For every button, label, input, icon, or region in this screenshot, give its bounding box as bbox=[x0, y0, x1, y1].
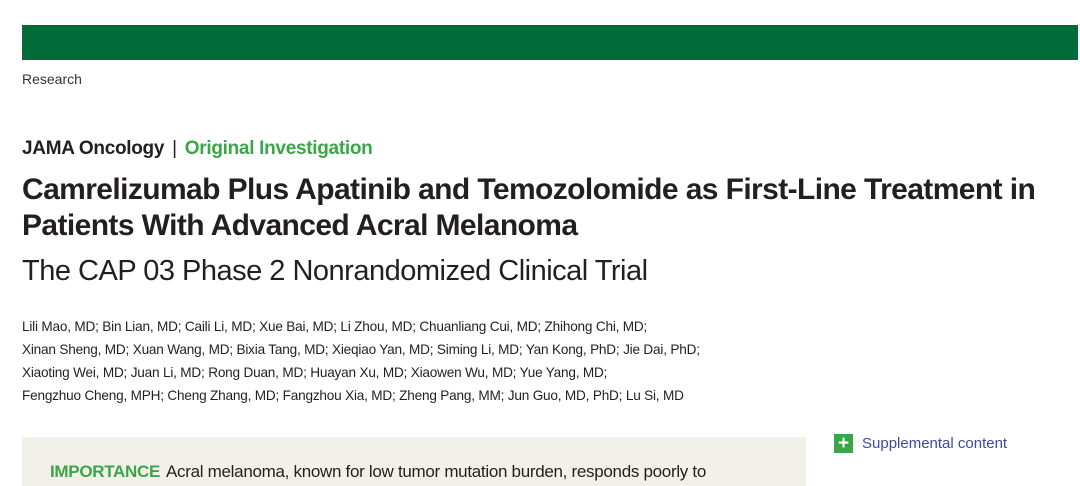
separator: | bbox=[172, 138, 177, 159]
abstract-box: IMPORTANCE Acral melanoma, known for low … bbox=[22, 437, 806, 486]
supplemental-content-link[interactable]: + Supplemental content bbox=[834, 434, 1007, 453]
author-list: Lili Mao, MD; Bin Lian, MD; Caili Li, MD… bbox=[22, 315, 822, 407]
article-subtitle: The CAP 03 Phase 2 Nonrandomized Clinica… bbox=[22, 255, 648, 287]
author-line: Fengzhuo Cheng, MPH; Cheng Zhang, MD; Fa… bbox=[22, 388, 684, 403]
supplemental-label: Supplemental content bbox=[862, 435, 1008, 452]
importance-label: IMPORTANCE bbox=[50, 462, 161, 481]
importance-paragraph: IMPORTANCE Acral melanoma, known for low … bbox=[50, 462, 706, 482]
author-line: Xiaoting Wei, MD; Juan Li, MD; Rong Duan… bbox=[22, 365, 608, 380]
plus-icon: + bbox=[834, 434, 853, 453]
journal-name: JAMA Oncology bbox=[22, 138, 165, 159]
author-line: Xinan Sheng, MD; Xuan Wang, MD; Bixia Ta… bbox=[22, 342, 700, 357]
section-label: Research bbox=[22, 71, 82, 87]
importance-text: Acral melanoma, known for low tumor muta… bbox=[166, 462, 706, 481]
author-line: Lili Mao, MD; Bin Lian, MD; Caili Li, MD… bbox=[22, 319, 648, 334]
journal-header-bar bbox=[22, 25, 1078, 60]
journal-line: JAMA Oncology | Original Investigation bbox=[22, 138, 373, 160]
article-title: Camrelizumab Plus Apatinib and Temozolom… bbox=[22, 173, 1036, 242]
article-type: Original Investigation bbox=[184, 138, 373, 159]
